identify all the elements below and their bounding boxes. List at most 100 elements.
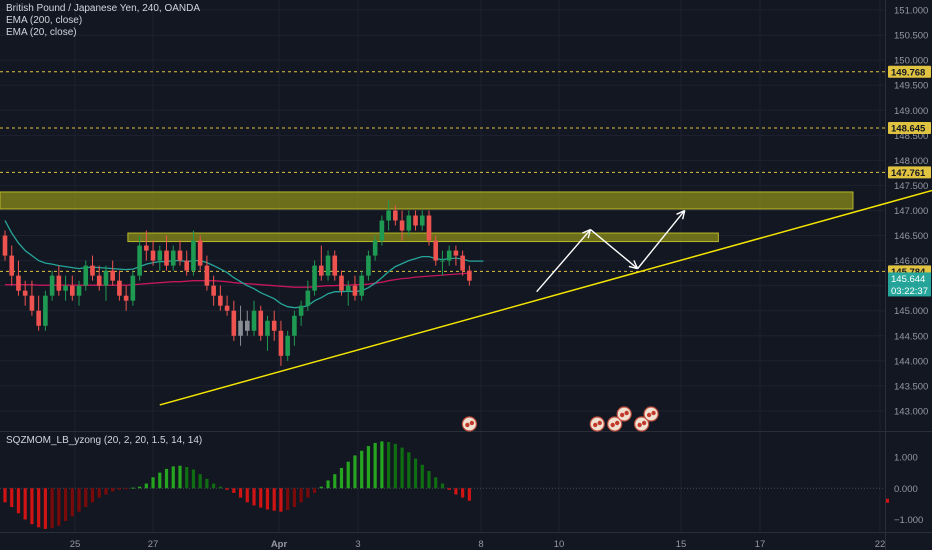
candle-body — [386, 210, 391, 221]
legend-ema20[interactable]: EMA (20, close) — [6, 27, 77, 38]
candle-body — [278, 330, 284, 356]
candle-body — [2, 235, 8, 256]
histogram-bar — [420, 464, 424, 489]
calendar-event-icon — [461, 416, 477, 432]
calendar-event-icon — [589, 416, 605, 432]
histogram-bar — [37, 488, 41, 528]
calendar-event-icon-dot — [637, 422, 642, 428]
indicator-title[interactable]: SQZMOM_LB_yzong (20, 2, 20, 1.5, 14, 14) — [6, 435, 203, 446]
histogram-bar — [326, 480, 330, 489]
candle-body — [191, 240, 196, 271]
histogram-bar — [97, 488, 101, 498]
calendar-event-icon-dot — [593, 422, 598, 428]
candle-body — [460, 255, 465, 271]
x-tick-label: 3 — [355, 539, 360, 550]
momentum-histogram — [0, 441, 885, 529]
histogram-bar — [218, 486, 222, 489]
candle-body — [467, 270, 472, 281]
histogram-bar — [178, 465, 182, 489]
level-tag — [888, 166, 931, 179]
histogram-bar — [43, 488, 47, 529]
arrow-segment — [637, 210, 686, 270]
candle-body — [271, 320, 277, 331]
histogram-bar — [191, 469, 196, 489]
price-tag — [888, 272, 931, 285]
histogram-bar — [238, 488, 243, 498]
histogram-bar — [467, 488, 471, 501]
candle-body — [406, 215, 412, 231]
histogram-bar — [319, 486, 323, 489]
histogram-bar — [144, 483, 148, 489]
candle-body — [345, 285, 351, 291]
indicator-tick-label: 1.000 — [894, 453, 918, 464]
histogram-bar — [312, 488, 317, 493]
candle-body — [103, 270, 109, 286]
candle-body — [292, 315, 297, 336]
histogram-bar — [90, 488, 95, 503]
x-tick-label: 8 — [478, 539, 483, 550]
projection-arrows — [536, 209, 686, 293]
histogram-bar — [380, 441, 384, 489]
candle-body — [63, 285, 68, 291]
histogram-bar — [232, 488, 236, 493]
histogram-bar — [440, 483, 445, 489]
candle-body — [224, 305, 230, 311]
candle-body — [325, 255, 331, 276]
level-tag — [888, 65, 931, 78]
histogram-bar — [131, 487, 135, 489]
candle-body — [157, 250, 163, 261]
histogram-bar — [158, 472, 162, 489]
chart-title: British Pound / Japanese Yen, 240, OANDA — [6, 3, 201, 14]
candle-body — [56, 275, 62, 291]
candle-body — [16, 275, 21, 291]
histogram-bar — [454, 488, 458, 495]
candle-body — [177, 250, 183, 261]
y-tick-label: 144.500 — [894, 331, 928, 342]
histogram-bar — [279, 488, 283, 512]
histogram-bar — [252, 488, 256, 506]
candle-body — [419, 215, 425, 226]
candle-body — [440, 260, 445, 262]
level-tag-label: 147.761 — [891, 168, 926, 179]
histogram-bar — [23, 488, 27, 520]
histogram-bar — [63, 488, 68, 522]
histogram-bar — [245, 488, 249, 503]
calendar-event-icon — [634, 416, 650, 432]
legend-ema200[interactable]: EMA (200, close) — [6, 15, 83, 26]
y-tick-label: 143.500 — [894, 381, 928, 392]
indicator-tick-label: 0.000 — [894, 484, 918, 495]
histogram-bar — [3, 488, 7, 503]
level-tag-label: 148.645 — [891, 124, 926, 135]
y-tick-label: 150.000 — [894, 56, 928, 67]
histogram-bar — [387, 442, 391, 489]
histogram-bar — [413, 458, 418, 489]
y-tick-label: 147.500 — [894, 181, 928, 192]
histogram-bar — [272, 488, 276, 511]
candle-body — [43, 295, 48, 326]
arrow-head — [587, 229, 592, 239]
level-tag — [888, 122, 931, 135]
candle-body — [426, 215, 432, 241]
candle-body — [123, 295, 129, 301]
arrow-head — [628, 265, 638, 270]
candle-body — [204, 265, 210, 286]
histogram-bar — [333, 474, 337, 489]
histogram-bar — [353, 455, 357, 489]
candle-body — [211, 285, 216, 296]
candle-body — [49, 275, 55, 296]
ema200-line — [5, 272, 470, 288]
calendar-event-icon — [607, 416, 623, 432]
candle-body — [150, 250, 156, 261]
y-tick-label: 144.000 — [894, 356, 928, 367]
chart-legend: British Pound / Japanese Yen, 240, OANDA… — [6, 3, 200, 39]
histogram-bar — [400, 447, 404, 489]
candle-body — [258, 310, 264, 336]
candle-body — [238, 320, 243, 336]
histogram-bar — [30, 488, 34, 525]
time-axis: 25 27 Apr 3 8 10 15 17 22 — [70, 539, 886, 550]
histogram-bar — [151, 477, 155, 489]
candle-body — [265, 320, 270, 336]
price-tag-label: 03:22:37 — [891, 286, 928, 297]
histogram-bar — [360, 450, 364, 489]
